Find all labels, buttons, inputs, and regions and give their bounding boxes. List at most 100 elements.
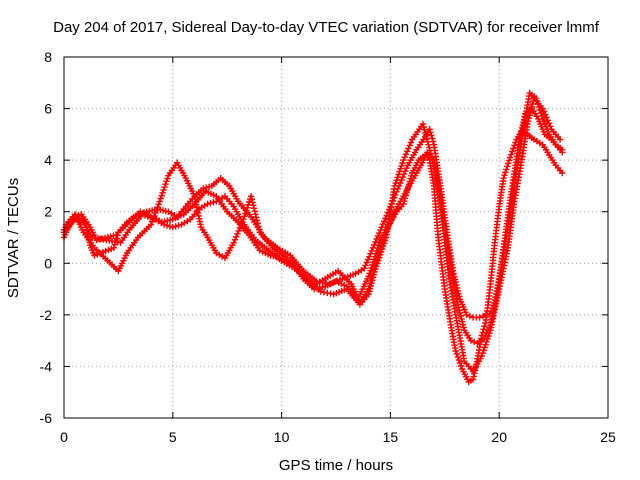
chart-title: Day 204 of 2017, Sidereal Day-to-day VTE…: [53, 19, 600, 36]
data-point-interp: [362, 262, 369, 269]
data-point: [204, 200, 211, 208]
data-point-interp: [511, 142, 518, 149]
data-point-interp: [233, 233, 240, 240]
data-point-interp: [503, 166, 510, 173]
data-point-interp: [422, 132, 430, 139]
data-point: [156, 198, 163, 205]
data-point: [247, 193, 255, 200]
data-point-interp: [377, 251, 384, 258]
data-point-interp: [509, 148, 516, 155]
data-point-interp: [158, 192, 165, 199]
data-point: [110, 244, 118, 251]
data-point-interp: [424, 138, 431, 145]
data-point: [556, 136, 564, 143]
y-tick-label: 0: [44, 255, 52, 271]
data-point-interp: [376, 229, 383, 237]
data-point-interp: [372, 238, 379, 246]
data-point-interp: [423, 135, 431, 142]
data-point: [230, 239, 237, 246]
data-point-interp: [396, 168, 403, 175]
data-point-interp: [240, 216, 247, 223]
data-point-interp: [243, 207, 250, 214]
data-point: [463, 311, 470, 319]
axis-ticks: 0 5 10 15 20 25 -6 -4 -2 0 2 4 6 8: [40, 49, 616, 445]
data-point-interp: [480, 347, 487, 354]
data-point-interp: [152, 209, 159, 217]
data-point: [476, 314, 483, 321]
data-point-interp: [545, 120, 553, 127]
data-point-interp: [175, 222, 182, 229]
data-point-interp: [164, 175, 171, 182]
data-point-interp: [525, 115, 533, 122]
data-point-interp: [538, 112, 545, 120]
x-tick-label: 10: [274, 429, 290, 445]
data-point-interp: [241, 213, 248, 220]
data-point-interp: [371, 268, 378, 276]
data-point-interp: [402, 151, 410, 158]
data-point-interp: [466, 312, 473, 320]
data-point-interp: [373, 263, 380, 270]
data-point-interp: [401, 154, 408, 161]
data-point-interp: [544, 117, 551, 124]
data-point-interp: [510, 145, 517, 152]
data-point-interp: [406, 142, 413, 149]
data-point-interp: [148, 218, 156, 225]
data-point-interp: [425, 141, 432, 148]
data-point-interp: [207, 199, 214, 207]
data-point-interp: [459, 321, 467, 328]
data-point-interp: [395, 171, 402, 178]
data-point-interp: [543, 114, 550, 121]
data-point-interp: [505, 160, 512, 167]
data-point: [506, 154, 514, 161]
data-point-interp: [210, 199, 217, 206]
data-point: [200, 185, 207, 192]
data-point-interp: [486, 330, 493, 337]
plot-frame: [63, 56, 609, 419]
data-point-interp: [429, 159, 437, 166]
data-point-interp: [163, 222, 171, 229]
data-point-interp: [379, 242, 387, 250]
data-point-interp: [482, 341, 489, 348]
x-axis-label: GPS time / hours: [279, 457, 393, 474]
data-point-interp: [404, 148, 411, 155]
data-point-interp: [454, 353, 462, 361]
y-tick-label: -4: [40, 358, 53, 374]
x-tick-label: 5: [169, 429, 177, 445]
data-point: [160, 221, 168, 228]
data-point-interp: [253, 217, 261, 224]
data-point-interp: [363, 259, 370, 266]
data-point: [452, 347, 459, 355]
y-tick-label: 6: [44, 101, 52, 117]
series-4: [63, 95, 564, 375]
data-series: [60, 89, 566, 386]
data-point-interp: [366, 283, 373, 290]
data-point-interp: [427, 150, 434, 157]
data-point-interp: [153, 206, 160, 214]
y-tick-label: -2: [40, 307, 53, 323]
x-tick-label: 25: [600, 429, 616, 445]
y-tick-label: 4: [44, 152, 52, 168]
data-point-interp: [231, 236, 239, 243]
data-point-interp: [481, 323, 488, 330]
data-point-interp: [252, 211, 259, 218]
data-point-interp: [457, 362, 465, 370]
data-point: [500, 175, 507, 182]
data-point-interp: [377, 226, 384, 234]
data-point: [539, 105, 546, 112]
data-point: [369, 244, 377, 251]
data-point-interp: [369, 274, 376, 281]
data-point: [419, 120, 427, 128]
y-tick-label: -6: [40, 410, 53, 426]
data-point: [467, 337, 475, 344]
data-point-interp: [238, 221, 245, 229]
data-point-interp: [250, 205, 258, 212]
data-point-interp: [367, 250, 374, 257]
data-point: [559, 146, 566, 153]
data-point-interp: [392, 179, 399, 187]
data-point-interp: [393, 177, 400, 184]
data-point-interp: [236, 224, 244, 232]
data-point-interp: [159, 189, 166, 196]
data-point-interp: [403, 165, 410, 172]
data-point: [378, 224, 385, 231]
